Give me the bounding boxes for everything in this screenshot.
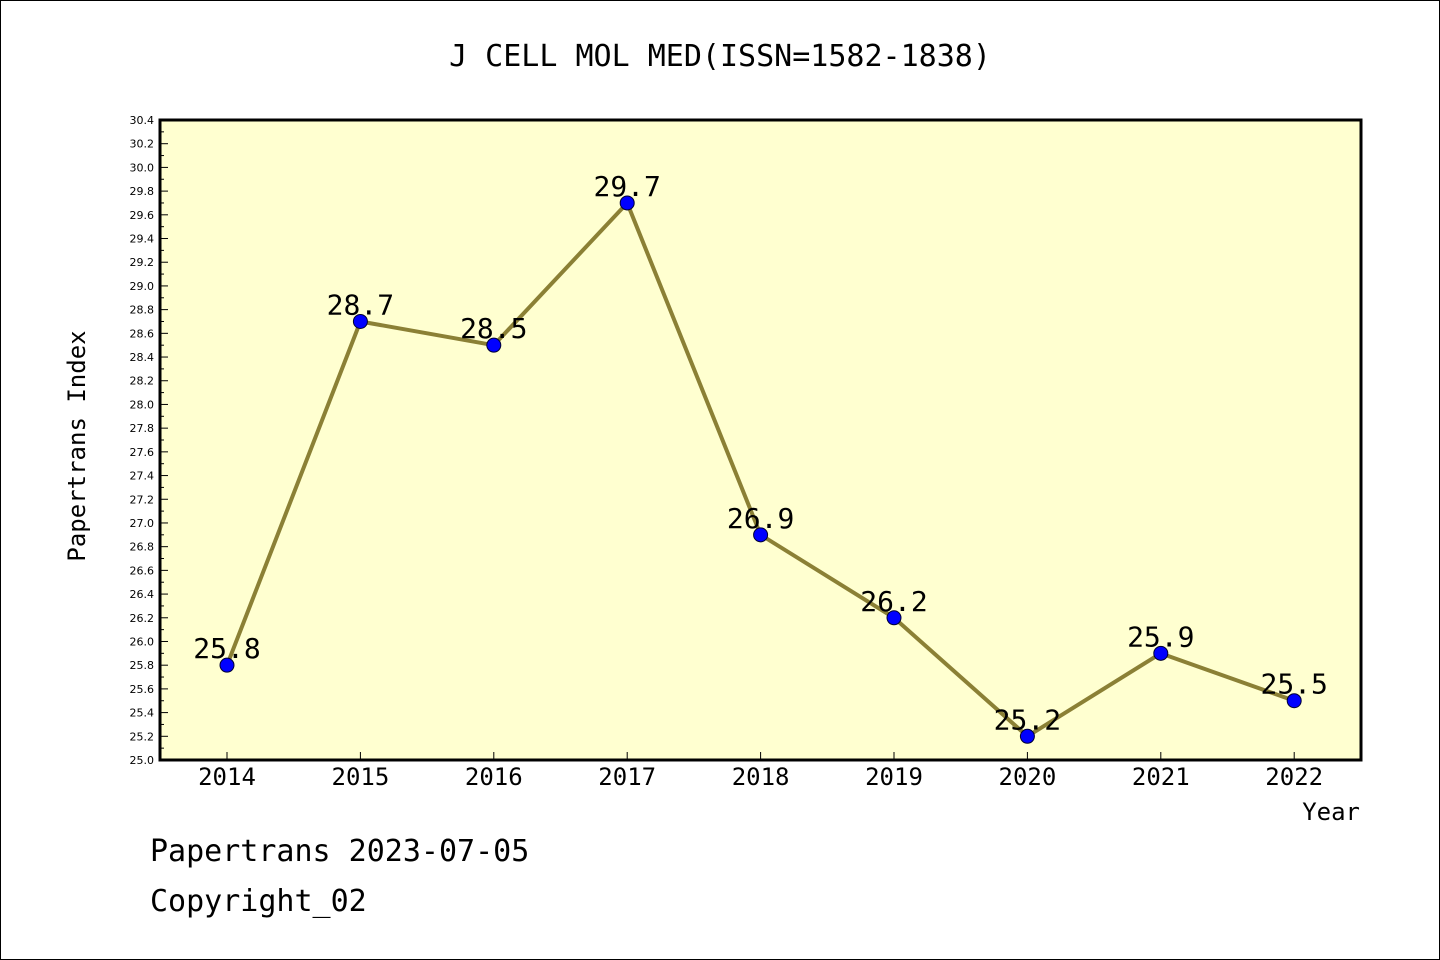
y-tick-label: 27.4 (130, 470, 155, 483)
x-tick-label: 2015 (332, 763, 390, 791)
data-label: 26.2 (860, 585, 927, 618)
y-tick-label: 30.0 (130, 161, 155, 174)
y-axis-label: Papertrans Index (63, 330, 91, 561)
y-tick-label: 30.2 (130, 138, 155, 151)
y-tick-label: 28.2 (130, 375, 155, 388)
data-label: 28.5 (460, 312, 527, 345)
x-tick-label: 2017 (598, 763, 656, 791)
data-label: 25.8 (193, 632, 260, 665)
data-label: 25.9 (1127, 620, 1194, 653)
plot-area (158, 118, 1363, 762)
y-tick-label: 28.8 (130, 304, 155, 317)
data-point (219, 657, 235, 673)
data-label: 25.5 (1260, 668, 1327, 701)
y-tick-label: 30.4 (130, 114, 155, 127)
y-tick-label: 27.0 (130, 517, 155, 530)
series-papertrans-index (219, 195, 1302, 744)
y-tick-label: 28.0 (130, 398, 155, 411)
x-tick-label: 2021 (1132, 763, 1190, 791)
y-tick-label: 27.6 (130, 446, 155, 459)
data-label: 28.7 (327, 288, 394, 321)
y-tick-label: 28.4 (130, 351, 155, 364)
data-point (1286, 693, 1302, 709)
y-tick-label: 26.2 (130, 612, 155, 625)
y-tick-label: 26.4 (130, 588, 155, 601)
x-tick-label: 2019 (865, 763, 923, 791)
y-tick-label: 25.0 (130, 754, 155, 767)
y-tick-label: 26.6 (130, 564, 155, 577)
y-tick-label: 25.4 (130, 707, 155, 720)
x-tick-label: 2018 (732, 763, 790, 791)
y-tick-label: 25.6 (130, 683, 155, 696)
y-tick-label: 25.2 (130, 730, 155, 743)
y-tick-label: 27.8 (130, 422, 155, 435)
data-point (352, 313, 368, 329)
y-tick-label: 27.2 (130, 493, 155, 506)
x-tick-label: 2020 (999, 763, 1057, 791)
data-point (619, 195, 635, 211)
data-label: 25.2 (994, 703, 1061, 736)
y-tick-label: 28.6 (130, 327, 155, 340)
y-tick-label: 29.6 (130, 209, 155, 222)
y-tick-label: 29.2 (130, 256, 155, 269)
data-label: 26.9 (727, 502, 794, 535)
data-point (1153, 645, 1169, 661)
y-tick-label: 25.8 (130, 659, 155, 672)
x-tick-label: 2016 (465, 763, 523, 791)
y-tick-label: 26.8 (130, 541, 155, 554)
data-point (486, 337, 502, 353)
data-point (753, 527, 769, 543)
footer-copyright: Copyright_02 (150, 884, 367, 919)
data-labels: 25.8 28.7 28.5 29.7 26.9 26.2 25.2 25.9 25.5 (193, 170, 1328, 736)
x-tick-label: 2014 (198, 763, 256, 791)
y-axis: 25.0 25.2 25.4 25.6 25.8 26.0 26.2 26.4 26.6 26.8… (130, 114, 168, 767)
y-tick-label: 29.0 (130, 280, 155, 293)
y-tick-label: 29.4 (130, 233, 155, 246)
data-point (1019, 728, 1035, 744)
chart-title: J CELL MOL MED(ISSN=1582-1838) (449, 39, 991, 74)
footer-date: Papertrans 2023-07-05 (150, 834, 530, 869)
data-label: 29.7 (593, 170, 660, 203)
data-point (886, 610, 902, 626)
y-tick-label: 26.0 (130, 635, 155, 648)
x-axis: 2014 2015 2016 2017 2018 2019 2020 2021 2022 (198, 752, 1323, 791)
x-tick-label: 2022 (1265, 763, 1323, 791)
y-tick-label: 29.8 (130, 185, 155, 198)
x-axis-label: Year (1302, 798, 1360, 826)
